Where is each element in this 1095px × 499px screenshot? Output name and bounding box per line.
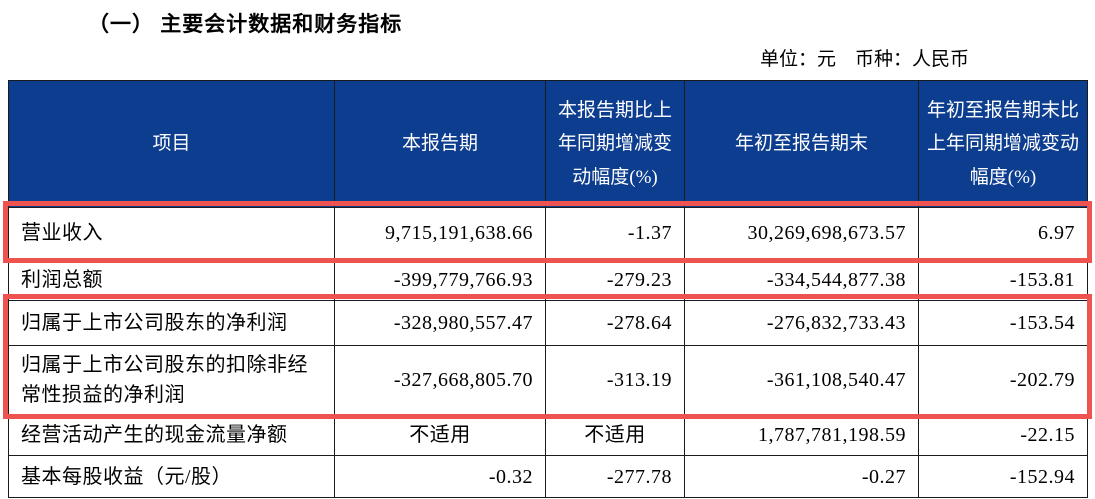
table-cell: -399,779,766.93 [334, 258, 546, 301]
table-cell: -22.15 [918, 414, 1088, 456]
table-cell: -328,980,557.47 [334, 300, 546, 346]
table-row-operating-cash-flow: 经营活动产生的现金流量净额 不适用 不适用 1,787,781,198.59 -… [8, 414, 1088, 456]
table-cell: -279.23 [545, 258, 685, 301]
table-row-basic-eps: 基本每股收益（元/股） -0.32 -277.78 -0.27 -152.94 [8, 455, 1088, 498]
table-cell: -334,544,877.38 [684, 258, 919, 301]
table-row-net-profit-excl-nonrecurring: 归属于上市公司股东的扣除非经常性损益的净利润 -327,668,805.70 -… [8, 345, 1088, 415]
table-cell: 1,787,781,198.59 [684, 414, 919, 456]
table-cell: -0.32 [334, 455, 546, 498]
table-row-net-profit: 归属于上市公司股东的净利润 -328,980,557.47 -278.64 -2… [8, 300, 1088, 346]
financial-table-container: 项目 本报告期 本报告期比上年同期增减变动幅度(%) 年初至报告期末 年初至报告… [3, 80, 1092, 498]
table-cell: 营业收入 [8, 207, 335, 259]
table-cell: 归属于上市公司股东的净利润 [8, 300, 335, 346]
table-cell: -153.54 [918, 300, 1088, 346]
table-cell: -276,832,733.43 [684, 300, 919, 346]
table-cell: -313.19 [545, 345, 685, 415]
table-cell: -152.94 [918, 455, 1088, 498]
table-cell: -277.78 [545, 455, 685, 498]
table-cell: 利润总额 [8, 258, 335, 301]
column-header-current-period: 本报告期 [334, 80, 546, 208]
table-cell: 不适用 [334, 414, 546, 456]
page-title: （一） 主要会计数据和财务指标 [88, 12, 403, 36]
table-cell: 6.97 [918, 207, 1088, 259]
financial-table: 项目 本报告期 本报告期比上年同期增减变动幅度(%) 年初至报告期末 年初至报告… [8, 80, 1088, 498]
table-cell: -361,108,540.47 [684, 345, 919, 415]
table-cell: 30,269,698,673.57 [684, 207, 919, 259]
table-header-row: 项目 本报告期 本报告期比上年同期增减变动幅度(%) 年初至报告期末 年初至报告… [8, 80, 1088, 208]
table-row-revenue: 营业收入 9,715,191,638.66 -1.37 30,269,698,6… [8, 207, 1088, 259]
table-cell: -0.27 [684, 455, 919, 498]
column-header-year-to-date-change: 年初至报告期末比上年同期增减变动幅度(%) [918, 80, 1088, 208]
table-cell: -1.37 [545, 207, 685, 259]
table-cell: 不适用 [545, 414, 685, 456]
table-cell: -327,668,805.70 [334, 345, 546, 415]
column-header-current-period-change: 本报告期比上年同期增减变动幅度(%) [545, 80, 685, 208]
table-cell: -153.81 [918, 258, 1088, 301]
table-cell: 经营活动产生的现金流量净额 [8, 414, 335, 456]
table-cell: 9,715,191,638.66 [334, 207, 546, 259]
table-cell: 归属于上市公司股东的扣除非经常性损益的净利润 [8, 345, 335, 415]
table-cell: -202.79 [918, 345, 1088, 415]
table-cell: 基本每股收益（元/股） [8, 455, 335, 498]
column-header-item: 项目 [8, 80, 335, 208]
table-row-total-profit: 利润总额 -399,779,766.93 -279.23 -334,544,87… [8, 258, 1088, 301]
unit-note: 单位：元 币种：人民币 [760, 49, 970, 70]
column-header-year-to-date: 年初至报告期末 [684, 80, 919, 208]
table-cell: -278.64 [545, 300, 685, 346]
